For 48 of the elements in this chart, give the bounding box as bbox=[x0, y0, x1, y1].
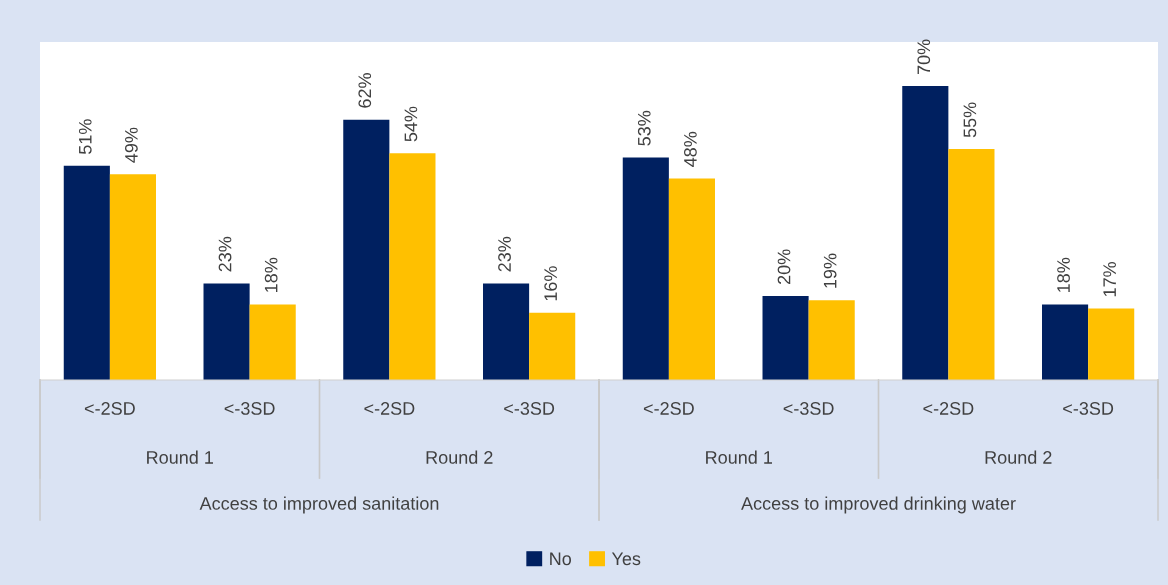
text: Access to improved sanitation bbox=[199, 496, 439, 514]
bar bbox=[622, 157, 669, 380]
data-label: 62% bbox=[358, 73, 372, 108]
data-label: 54% bbox=[404, 106, 418, 142]
text: Round 2 bbox=[985, 450, 1052, 464]
x-tick-label: <-2SD bbox=[643, 402, 694, 415]
legend-label: No bbox=[550, 552, 572, 566]
data-label: 18% bbox=[1057, 257, 1070, 292]
bar bbox=[808, 300, 855, 380]
legend-label: Yes bbox=[611, 552, 641, 566]
bar bbox=[668, 178, 715, 380]
data-label: 49% bbox=[124, 127, 138, 163]
x-tick-label: <-2SD bbox=[364, 402, 415, 415]
data-label: 20% bbox=[777, 249, 791, 285]
x-tick-label: <-3SD bbox=[224, 402, 275, 415]
x-tick-label: <-3SD bbox=[504, 402, 555, 415]
x-tick-label: <-3SD bbox=[783, 402, 834, 415]
x-tick-label: <-2SD bbox=[84, 402, 135, 415]
bar bbox=[1088, 308, 1135, 380]
bar bbox=[529, 312, 576, 380]
data-label: 51% bbox=[78, 119, 92, 155]
data-label: 55% bbox=[963, 102, 977, 138]
bar bbox=[63, 165, 110, 380]
bar bbox=[762, 296, 809, 380]
x-tick-label: <-2SD bbox=[923, 402, 974, 415]
text: Access to improved drinking water bbox=[741, 496, 1016, 514]
x-tick-label: <-3SD bbox=[1063, 402, 1114, 415]
data-label: 53% bbox=[637, 110, 651, 146]
data-label: 18% bbox=[264, 257, 278, 292]
bar bbox=[1042, 304, 1089, 380]
data-label: 70% bbox=[917, 39, 931, 75]
bar bbox=[902, 86, 949, 380]
text: Round 1 bbox=[706, 450, 772, 464]
bar bbox=[203, 283, 250, 380]
data-label: 17% bbox=[1103, 262, 1116, 297]
bar bbox=[249, 304, 296, 380]
text: Round 2 bbox=[426, 450, 493, 464]
data-label: 23% bbox=[218, 236, 232, 272]
data-label: 16% bbox=[544, 266, 558, 301]
text: Round 1 bbox=[147, 450, 213, 464]
bar bbox=[109, 174, 156, 380]
bar bbox=[389, 153, 436, 380]
data-label: 23% bbox=[498, 236, 511, 272]
bar bbox=[483, 283, 530, 380]
data-label: 48% bbox=[683, 131, 697, 167]
bar bbox=[948, 149, 995, 380]
bar bbox=[343, 119, 390, 380]
data-label: 19% bbox=[823, 253, 837, 288]
